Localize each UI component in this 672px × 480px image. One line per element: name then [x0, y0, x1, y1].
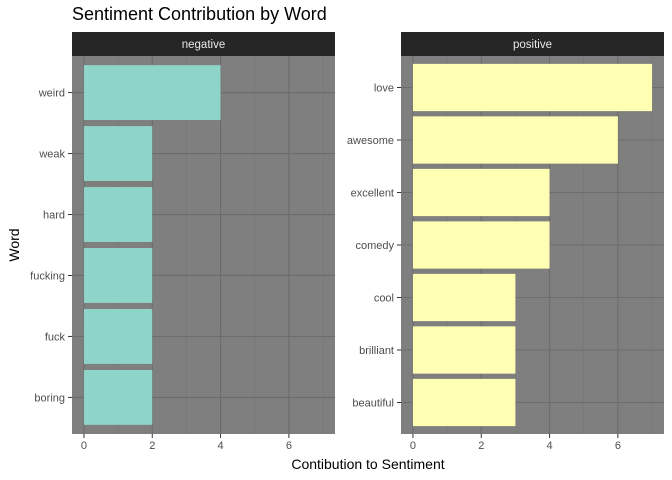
- y-tick-label-fucking: fucking: [30, 270, 65, 282]
- facet-panel-positive: positive love awesome excellent comedy cool br…: [347, 32, 664, 452]
- x-tick-label: 6: [286, 440, 292, 452]
- x-axis-title: Contibution to Sentiment: [291, 456, 444, 472]
- x-tick-label: 2: [149, 440, 155, 452]
- x-tick-label: 4: [547, 440, 553, 452]
- x-tick-label: 4: [218, 440, 224, 452]
- y-tick-label-boring: boring: [34, 392, 65, 404]
- facet-strip-label: positive: [513, 39, 552, 51]
- y-tick-label-love: love: [374, 83, 394, 95]
- y-tick-label-cool: cool: [374, 293, 394, 305]
- facet-panels: negative weird weak hard fucking fuck boring 0 2…: [30, 32, 664, 452]
- bar-beautiful: [412, 378, 516, 427]
- bar-hard: [83, 187, 153, 242]
- bar-fuck: [83, 309, 153, 364]
- y-tick-label-awesome: awesome: [347, 135, 394, 147]
- bar-brilliant: [412, 326, 516, 374]
- facet-strip-label: negative: [182, 39, 225, 51]
- x-tick-label: 2: [478, 440, 484, 452]
- y-tick-label-excellent: excellent: [351, 188, 394, 200]
- y-axis-title: Word: [6, 228, 22, 261]
- bar-weird: [83, 65, 221, 121]
- bar-love: [412, 63, 653, 112]
- facet-panel-negative: negative weird weak hard fucking fuck boring 0 2…: [30, 32, 335, 452]
- facet-strip: [72, 32, 335, 56]
- facet-strip: [401, 32, 664, 56]
- bar-weak: [83, 126, 153, 181]
- x-tick-label: 0: [81, 440, 87, 452]
- bar-comedy: [412, 221, 550, 269]
- y-tick-label-weak: weak: [38, 149, 65, 161]
- bar-excellent: [412, 168, 550, 217]
- y-tick-label-weird: weird: [38, 88, 65, 100]
- y-tick-label-comedy: comedy: [355, 240, 394, 252]
- bar-boring: [83, 369, 153, 425]
- bar-awesome: [412, 116, 618, 164]
- bar-fucking: [83, 248, 153, 303]
- y-tick-label-fuck: fuck: [45, 331, 66, 343]
- y-tick-label-hard: hard: [43, 210, 65, 222]
- bar-cool: [412, 273, 516, 322]
- y-tick-label-beautiful: beautiful: [352, 398, 394, 410]
- chart-title: Sentiment Contribution by Word: [72, 4, 327, 24]
- x-tick-label: 6: [615, 440, 621, 452]
- x-tick-label: 0: [410, 440, 416, 452]
- y-tick-label-brilliant: brilliant: [359, 345, 394, 357]
